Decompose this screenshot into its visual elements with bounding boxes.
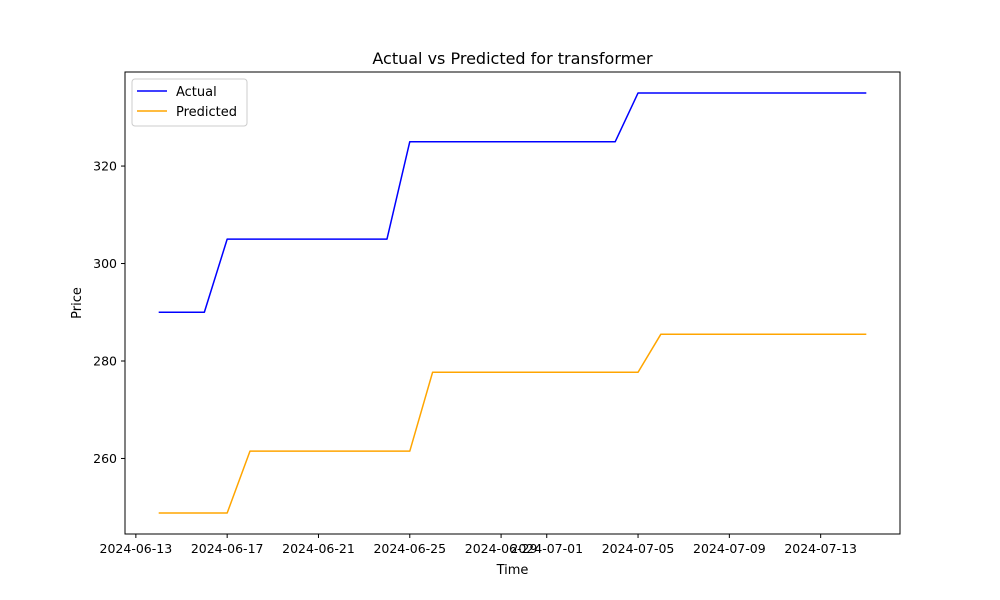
x-tick-label: 2024-07-09 <box>693 541 766 556</box>
x-tick-label: 2024-06-29 <box>465 541 538 556</box>
y-tick-label: 260 <box>93 451 117 466</box>
x-tick-label: 2024-06-13 <box>100 541 173 556</box>
x-tick-label: 2024-06-21 <box>282 541 355 556</box>
legend: Actual Predicted <box>131 78 248 127</box>
y-tick-label: 320 <box>93 159 117 174</box>
x-tick-label: 2024-06-17 <box>191 541 264 556</box>
x-tick-label: 2024-07-05 <box>602 541 675 556</box>
legend-label-predicted: Predicted <box>176 105 237 120</box>
x-tick-label: 2024-06-25 <box>373 541 446 556</box>
y-axis-label: Price <box>70 287 85 319</box>
x-axis-ticks: 2024-06-13 2024-06-17 2024-06-21 2024-06-25… <box>100 534 857 556</box>
x-tick-label: 2024-07-01 <box>510 541 583 556</box>
series-line-predicted <box>158 333 867 514</box>
series-line-actual <box>158 92 867 314</box>
chart-title: Actual vs Predicted for transformer <box>372 49 653 68</box>
y-tick-label: 300 <box>93 256 117 271</box>
series-layer <box>158 92 867 514</box>
legend-label-actual: Actual <box>176 85 217 100</box>
x-axis-label: Time <box>496 563 529 578</box>
y-tick-label: 280 <box>93 353 117 368</box>
plot-area <box>125 72 900 534</box>
x-tick-label: 2024-07-13 <box>784 541 857 556</box>
y-axis-ticks: 260 280 300 320 <box>93 159 125 466</box>
plot-frame <box>124 71 901 535</box>
